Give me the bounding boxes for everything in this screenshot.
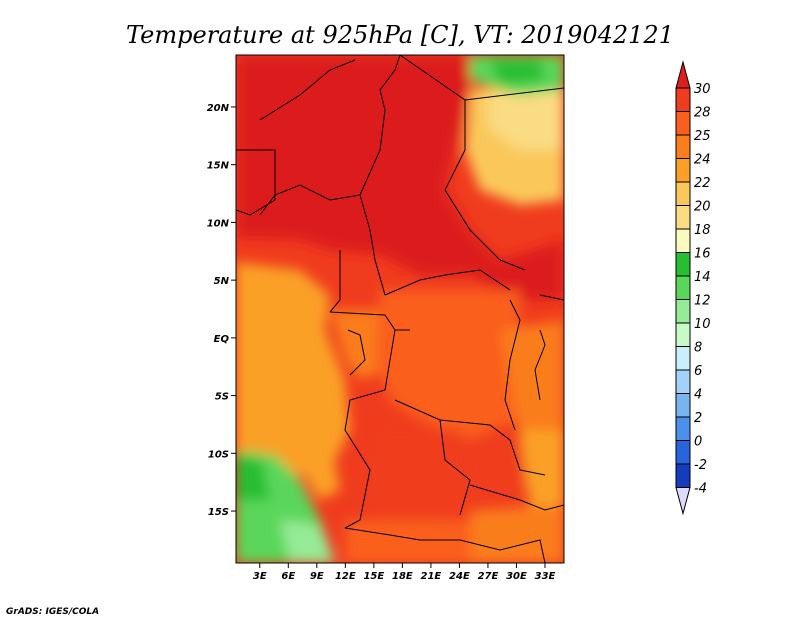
y-tick-label: 10S [208,449,229,460]
colorbar-label: 0 [694,435,702,450]
colorbar-box [675,275,691,300]
plot-area [236,55,564,563]
y-tick-label: EQ [214,334,230,345]
colorbar-box [675,299,691,324]
field-region-coast-strip [300,430,340,500]
credit-text: GrADS: IGES/COLA [6,607,99,617]
field-region-sahel [236,55,564,300]
field-region-angola-east [365,430,470,530]
colorbar-label: 30 [694,82,711,97]
colorbar-box [675,369,691,394]
colorbar-box [675,228,691,253]
colorbar-box [675,87,691,112]
colorbar-label: 16 [694,247,711,262]
colorbar-label: 2 [694,411,702,426]
x-tick-label: 12E [335,571,356,582]
y-tick-label: 10N [207,218,230,229]
x-tick-label: 30E [506,571,527,582]
y-tick-label: 15S [208,507,229,518]
field-region-congo [375,290,520,440]
x-tick-label: 9E [310,571,324,582]
x-tick-label: 15E [363,571,384,582]
colorbar-box [675,393,691,418]
field-region-namib [280,520,335,563]
colorbar-box [675,252,691,277]
colorbar-label: 24 [694,153,711,168]
colorbar-label: 25 [694,129,711,144]
field-region-south-center [345,520,470,563]
x-tick-label: 18E [392,571,413,582]
colorbar-label: -4 [694,482,707,497]
x-tick-label: 3E [253,571,267,582]
colorbar-label: 8 [694,341,702,356]
y-tick-label: 20N [207,103,230,114]
colorbar-box [675,205,691,230]
colorbar-box [675,181,691,206]
colorbar-box [675,134,691,159]
field-region-sudan-light [485,90,564,150]
colorbar-box [675,322,691,347]
x-tick-label: 33E [535,571,556,582]
plot-frame [235,54,565,564]
colorbar-label: 14 [694,270,711,285]
field-region-tanzania [520,430,564,520]
colorbar-box [675,416,691,441]
field-region-gabon [330,310,385,380]
country-borders [236,55,564,563]
field-region-atlantic [236,262,350,475]
colorbar-box [675,440,691,465]
colorbar-label: 10 [694,317,711,332]
colorbar-box [675,346,691,371]
colorbar-label: 6 [694,364,702,379]
x-tick-label: 6E [281,571,295,582]
x-tick-label: 24E [449,571,470,582]
field-region-ethiopia-core [490,60,545,85]
y-tick-label: 5S [215,392,229,403]
colorbar-box [675,158,691,183]
y-tick-label: 5N [214,276,230,287]
colorbar-label: -2 [694,458,707,473]
x-tick-label: 21E [421,571,442,582]
x-tick-label: 27E [478,571,499,582]
colorbar-label: 20 [694,200,711,215]
x-axis: 3E 6E 9E 12E 15E 18E 21E 24E 27E 30E 33E [253,563,556,582]
colorbar-box [675,111,691,136]
colorbar-label: 12 [694,294,711,309]
colorbar-bottom-arrow [675,487,691,516]
colorbar-box [675,463,691,488]
colorbar-label: 28 [694,106,711,121]
field-region-zambia [470,440,540,500]
field-region-angola-plateau [236,455,270,500]
y-axis: 20N 15N 10N 5N EQ 5S 10S 15S [207,103,236,518]
colorbar-label: 18 [694,223,711,238]
chart-title: Temperature at 925hPa [C], VT: 201904212… [126,21,674,49]
colorbar-label: 4 [694,388,702,403]
colorbar-label: 22 [694,176,711,191]
y-tick-label: 15N [207,161,230,172]
colorbar-top-arrow [675,60,691,89]
field-region-east-africa [500,320,564,440]
field-region-mozambique [470,505,564,563]
